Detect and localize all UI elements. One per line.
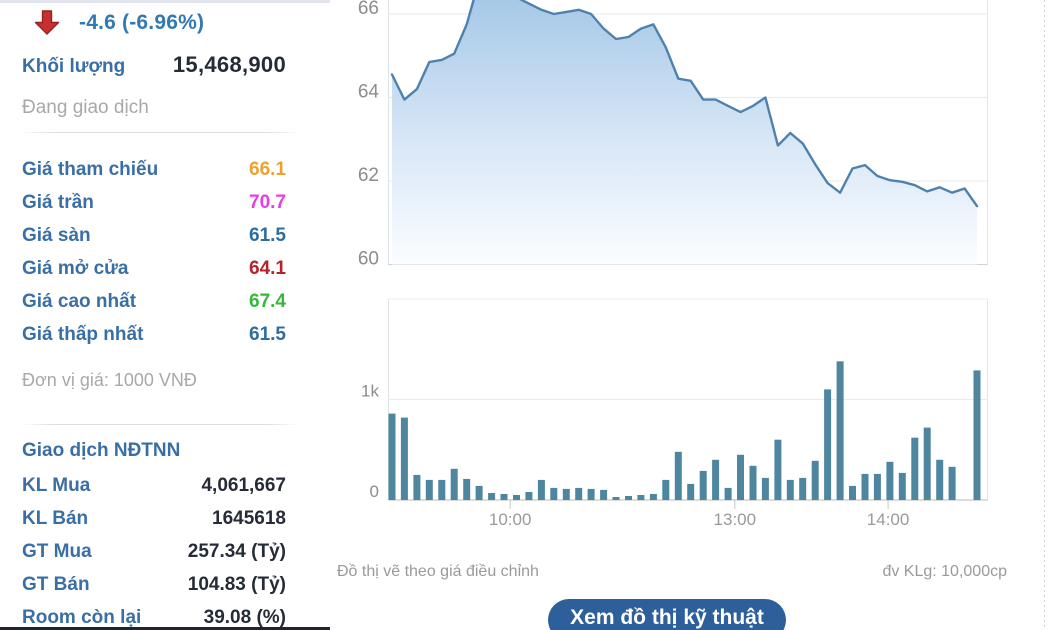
volume-bar — [737, 454, 744, 500]
price-area — [392, 0, 977, 265]
volume-bar — [886, 461, 894, 500]
time-tick-label: 13:00 — [714, 510, 757, 529]
price-change-row: -4.6 (-6.96%) — [34, 9, 204, 36]
volume-bar — [836, 361, 844, 500]
volume-bar — [699, 470, 707, 500]
adjusted-price-note: Đồ thị vẽ theo giá điều chỉnh — [337, 563, 539, 580]
volume-bar — [400, 417, 408, 500]
time-tick-label: 14:00 — [867, 510, 910, 529]
volume-bar — [475, 485, 483, 500]
volume-bar — [488, 493, 496, 500]
price-row-open: Giá mở cửa 64.1 — [22, 257, 286, 279]
price-y-tick-label: 60 — [358, 249, 379, 270]
volume-bar — [537, 479, 545, 500]
volume-bar — [774, 439, 782, 500]
volume-bar — [911, 437, 919, 500]
volume-bar — [786, 479, 794, 500]
volume-bar — [936, 459, 944, 500]
divider — [20, 424, 300, 425]
volume-bar — [712, 459, 720, 500]
down-arrow-icon — [34, 10, 60, 35]
bottom-strip — [0, 627, 330, 630]
volume-panel: 0 1k 10:00 13:00 14:00 — [361, 298, 988, 529]
volume-bar — [687, 483, 695, 500]
volume-y-tick-label: 1k — [361, 382, 379, 401]
volume-bar — [674, 451, 682, 500]
volume-bar — [898, 472, 906, 500]
price-y-tick-label: 66 — [358, 0, 379, 19]
price-unit-note: Đơn vị giá: 1000 VNĐ — [22, 370, 197, 390]
volume-bar — [948, 466, 956, 500]
price-y-tick-label: 62 — [358, 165, 379, 186]
volume-bar — [849, 485, 856, 500]
volume-bar — [562, 488, 570, 500]
volume-y-tick-label: 0 — [370, 482, 379, 501]
volume-bar — [463, 478, 471, 500]
foreign-info-list: KL Mua 4,061,667 KL Bán 1645618 GT Mua 2… — [22, 469, 286, 630]
price-y-tick-label: 64 — [358, 82, 380, 103]
quote-sidebar: -4.6 (-6.96%) Khối lượng 15,468,900 Đang… — [0, 0, 330, 630]
volume-bar — [637, 495, 645, 500]
foreign-row-sell-volume: KL Bán 1645618 — [22, 507, 286, 529]
price-row-high: Giá cao nhất 67.4 — [22, 290, 286, 312]
volume-bar — [413, 474, 421, 500]
foreign-row-buy-volume: KL Mua 4,061,667 — [22, 474, 286, 496]
price-row-floor: Giá sàn 61.5 — [22, 224, 286, 246]
volume-bar — [525, 492, 533, 500]
foreign-row-room-left: Room còn lại 39.08 (%) — [22, 606, 286, 628]
price-info-list: Giá tham chiếu 66.1 Giá trần 70.7 Giá sà… — [22, 153, 286, 351]
foreign-row-buy-value: GT Mua 257.34 (Tỷ) — [22, 540, 286, 562]
volume-bar — [662, 479, 670, 500]
volume-label: Khối lượng — [22, 56, 126, 77]
price-row-low: Giá thấp nhất 61.5 — [22, 323, 286, 345]
volume-bar — [550, 487, 558, 500]
volume-bar — [612, 497, 620, 500]
volume-bar — [388, 413, 396, 500]
volume-row: Khối lượng 15,468,900 — [22, 52, 286, 78]
volume-bar — [450, 468, 458, 500]
foreign-row-sell-value: GT Bán 104.83 (Tỷ) — [22, 573, 286, 595]
volume-bar — [973, 370, 981, 500]
volume-unit-note: đv KLg: 10,000cp — [882, 563, 1007, 580]
volume-bar — [873, 473, 881, 500]
divider — [20, 132, 300, 133]
volume-bar — [811, 460, 819, 500]
volume-bar — [587, 488, 595, 500]
price-row-ceiling: Giá trần 70.7 — [22, 191, 286, 213]
price-panel: 66 64 62 60 — [358, 0, 988, 270]
volume-bar — [438, 479, 446, 500]
volume-bar — [600, 489, 608, 500]
volume-bar — [923, 427, 931, 500]
volume-bar — [575, 487, 583, 500]
volume-bar — [861, 473, 869, 500]
volume-bar — [625, 496, 632, 500]
foreign-section-title: Giao dịch NĐTNN — [22, 440, 181, 461]
price-line — [390, 0, 979, 208]
price-change-value: -4.6 (-6.96%) — [79, 10, 205, 34]
volume-bar — [513, 495, 520, 500]
volume-bar — [724, 487, 732, 500]
volume-bar — [749, 465, 757, 500]
volume-bar — [649, 494, 657, 500]
intraday-chart: 66 64 62 60 0 1k 10:00 13:00 14:00 — [358, 0, 1045, 630]
volume-bar — [425, 479, 433, 500]
volume-bar — [824, 389, 832, 500]
price-row-reference: Giá tham chiếu 66.1 — [22, 158, 286, 180]
view-technical-chart-button[interactable]: Xem đồ thị kỹ thuật — [548, 599, 786, 630]
trading-status: Đang giao dịch — [22, 97, 149, 118]
volume-value: 15,468,900 — [172, 52, 286, 77]
top-strip — [0, 0, 330, 3]
volume-bar — [761, 477, 769, 500]
volume-bar — [500, 494, 508, 500]
volume-bar — [799, 477, 807, 500]
time-tick-label: 10:00 — [489, 510, 532, 529]
